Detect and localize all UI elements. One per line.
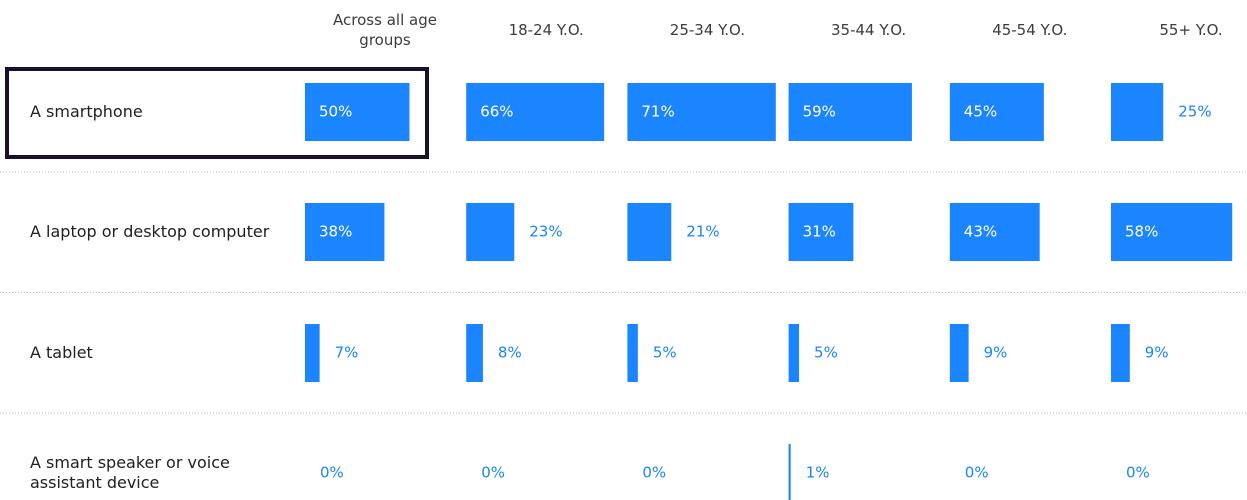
bar: [627, 324, 638, 382]
value-label: 50%: [319, 103, 352, 121]
value-label: 8%: [498, 344, 522, 362]
value-label: 1%: [806, 464, 830, 482]
value-label: 23%: [529, 223, 562, 241]
bar: [788, 83, 912, 141]
value-label: 9%: [1145, 344, 1169, 362]
row-label: A smartphone: [30, 102, 143, 121]
bar: [788, 324, 800, 382]
bar: [1111, 324, 1130, 382]
bar: [788, 444, 791, 500]
bar: [949, 83, 1044, 141]
column-header: 25-34 Y.O.: [669, 21, 745, 39]
value-label: 71%: [641, 103, 674, 121]
bar: [466, 83, 605, 141]
value-label: 5%: [814, 344, 838, 362]
bar: [627, 83, 776, 141]
value-label: 0%: [320, 464, 344, 482]
row-label: A laptop or desktop computer: [30, 222, 270, 241]
row-label: A tablet: [30, 343, 93, 362]
value-label: 0%: [642, 464, 666, 482]
value-label: 66%: [480, 103, 513, 121]
value-label: 0%: [481, 464, 505, 482]
bar: [466, 324, 483, 382]
value-label: 59%: [803, 103, 836, 121]
value-label: 31%: [803, 223, 836, 241]
bar: [949, 324, 969, 382]
value-label: 0%: [1126, 464, 1150, 482]
value-label: 5%: [653, 344, 677, 362]
column-header: Across all age groups: [333, 11, 437, 49]
bar: [1111, 203, 1233, 261]
bar: [305, 324, 320, 382]
bar: [305, 203, 385, 261]
value-label: 7%: [335, 344, 359, 362]
bar: [627, 203, 672, 261]
bar: [305, 83, 410, 141]
value-label: 43%: [964, 223, 997, 241]
row-label: A smart speaker or voice assistant devic…: [30, 453, 230, 492]
column-header: 45-54 Y.O.: [992, 21, 1068, 39]
value-label: 45%: [964, 103, 997, 121]
column-header: 55+ Y.O.: [1159, 21, 1223, 39]
value-label: 9%: [984, 344, 1008, 362]
value-label: 38%: [319, 223, 352, 241]
column-header: 35-44 Y.O.: [830, 21, 907, 39]
highlight-box: [5, 67, 429, 159]
bar: [949, 203, 1040, 261]
bar: [466, 203, 515, 261]
value-label: 21%: [686, 223, 719, 241]
column-header: 18-24 Y.O.: [508, 21, 584, 39]
bar: [788, 203, 854, 261]
value-label: 25%: [1178, 103, 1211, 121]
value-label: 58%: [1125, 223, 1158, 241]
bar: [1111, 83, 1164, 141]
value-label: 0%: [965, 464, 989, 482]
